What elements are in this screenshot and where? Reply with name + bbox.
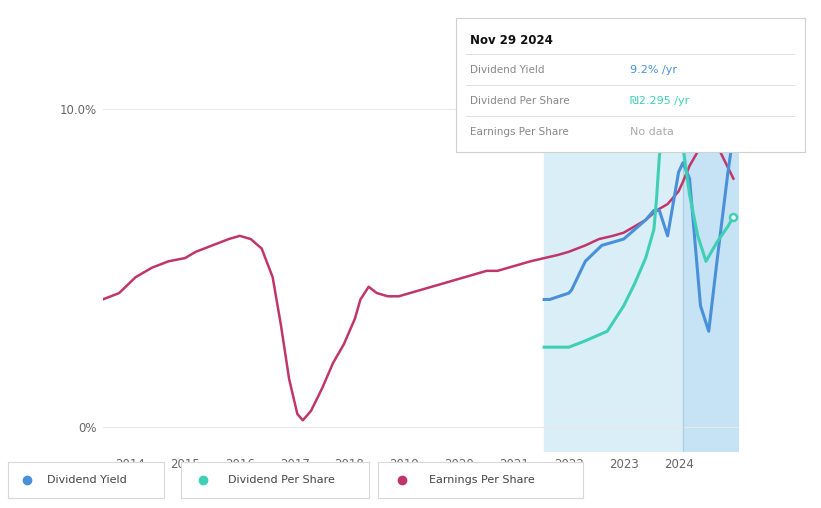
Text: ₪2.295 /yr: ₪2.295 /yr [631,96,690,106]
Text: Dividend Per Share: Dividend Per Share [470,96,569,106]
Text: Dividend Yield: Dividend Yield [470,65,544,75]
Bar [544,61,683,452]
Text: No data: No data [631,126,674,137]
Text: Past: Past [686,83,710,96]
Text: Nov 29 2024: Nov 29 2024 [470,34,553,47]
Text: Dividend Yield: Dividend Yield [48,475,127,485]
Bar [683,61,739,452]
Text: 9.2% /yr: 9.2% /yr [631,65,677,75]
Text: Earnings Per Share: Earnings Per Share [429,475,534,485]
Text: Earnings Per Share: Earnings Per Share [470,126,568,137]
Text: Dividend Per Share: Dividend Per Share [228,475,335,485]
